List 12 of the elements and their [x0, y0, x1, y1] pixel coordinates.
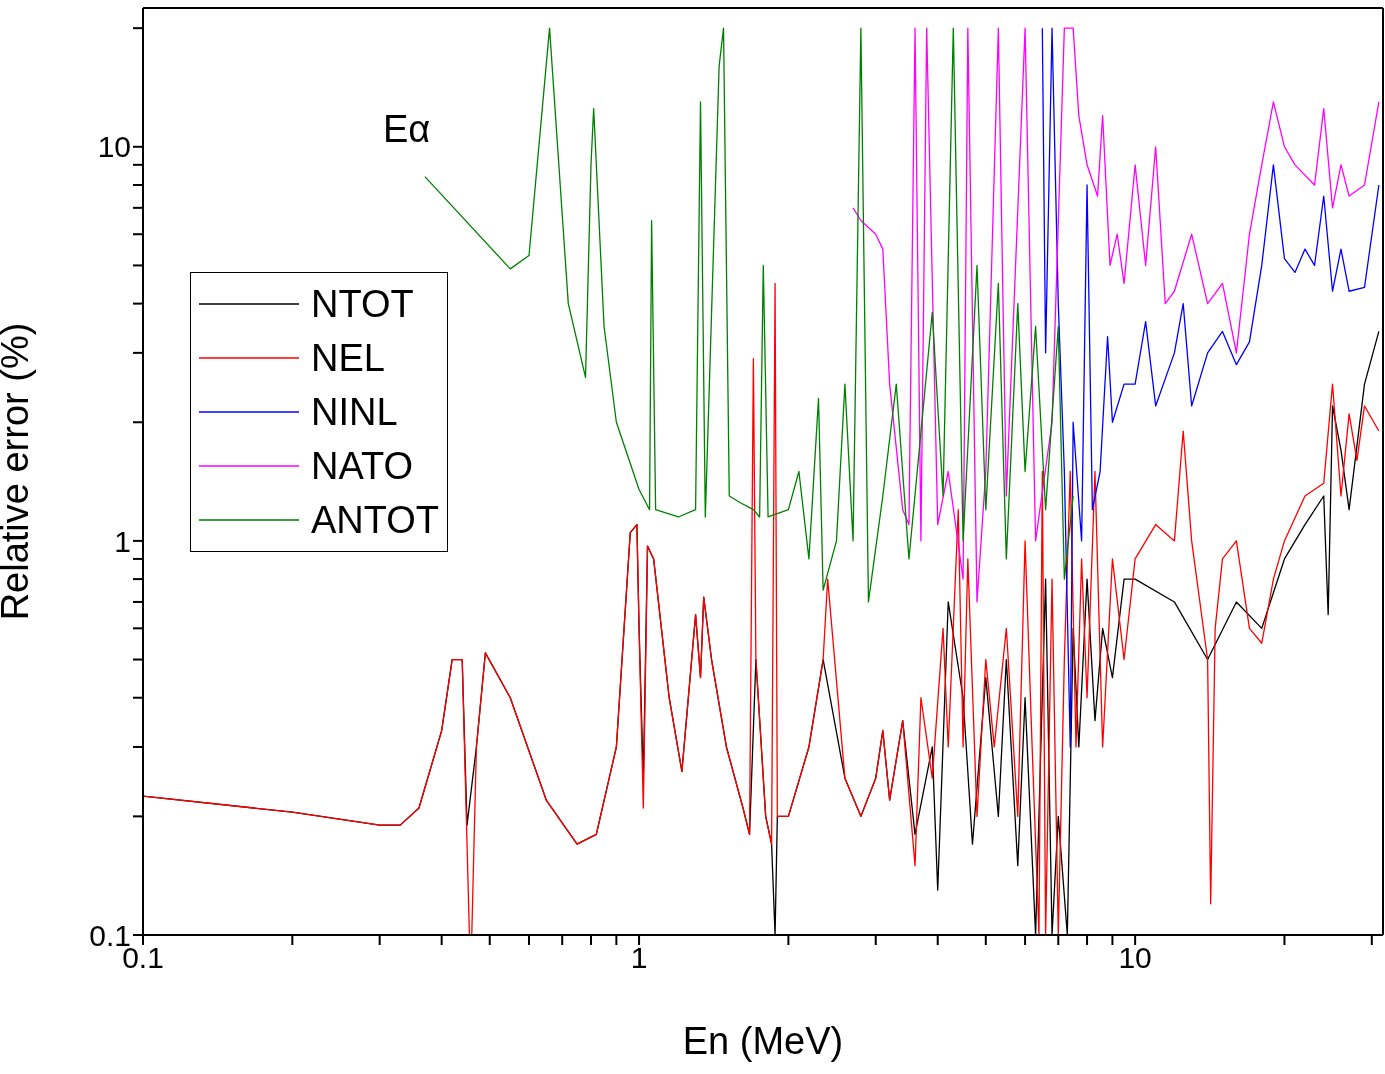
- y-tick-label: 1: [114, 524, 131, 558]
- x-axis-title: En (MeV): [682, 1020, 844, 1062]
- x-tick-label: 1: [630, 941, 648, 975]
- legend-label: NTOT: [311, 282, 414, 326]
- legend-label: ANTOT: [311, 498, 440, 542]
- legend-label: NINL: [311, 390, 398, 434]
- x-tick-label: 10: [1118, 941, 1152, 975]
- annotation: Eα: [383, 108, 431, 151]
- y-tick-label: 10: [97, 130, 131, 164]
- legend-label: NATO: [311, 444, 414, 488]
- y-axis-title: Relative error (%): [0, 322, 37, 621]
- legend-label: NEL: [311, 336, 385, 380]
